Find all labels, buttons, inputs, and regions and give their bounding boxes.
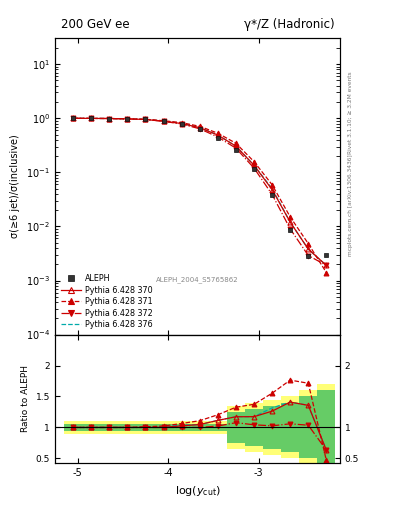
- X-axis label: log($y_{\rm cut}$): log($y_{\rm cut}$): [174, 484, 220, 498]
- Y-axis label: Ratio to ALEPH: Ratio to ALEPH: [21, 366, 30, 433]
- Text: ALEPH_2004_S5765862: ALEPH_2004_S5765862: [156, 276, 239, 283]
- Text: mcplots.cern.ch [arXiv:1306.3436]: mcplots.cern.ch [arXiv:1306.3436]: [348, 154, 353, 255]
- Text: γ*/Z (Hadronic): γ*/Z (Hadronic): [244, 18, 334, 31]
- Legend: ALEPH, Pythia 6.428 370, Pythia 6.428 371, Pythia 6.428 372, Pythia 6.428 376: ALEPH, Pythia 6.428 370, Pythia 6.428 37…: [59, 273, 154, 331]
- Text: Rivet 3.1.10; ≥ 3.2M events: Rivet 3.1.10; ≥ 3.2M events: [348, 71, 353, 154]
- Text: 200 GeV ee: 200 GeV ee: [61, 18, 129, 31]
- Y-axis label: σ(≥6 jet)/σ(inclusive): σ(≥6 jet)/σ(inclusive): [10, 135, 20, 239]
